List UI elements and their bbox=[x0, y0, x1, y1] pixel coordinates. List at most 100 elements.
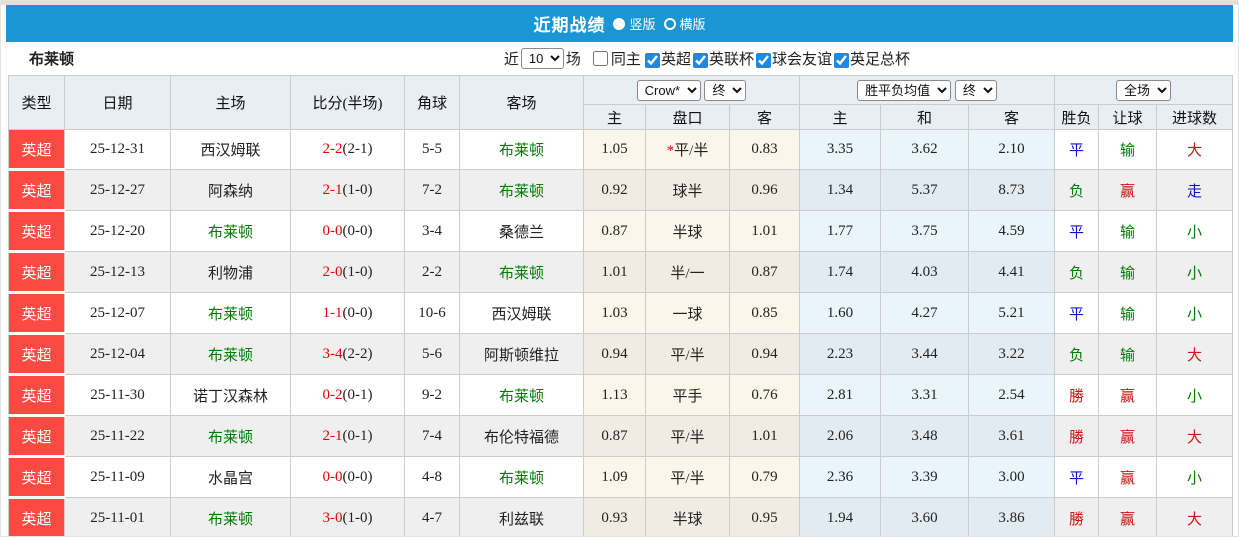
away-team: 布莱顿 bbox=[459, 169, 584, 211]
handicap-result-cell: 赢 bbox=[1098, 169, 1158, 211]
score-cell: 2-1(0-1) bbox=[290, 415, 405, 457]
league-checkbox-label[interactable]: 英足总杯 bbox=[849, 52, 910, 68]
corners-cell: 5-5 bbox=[404, 129, 460, 170]
subcol-handicap-result: 让球 bbox=[1098, 104, 1158, 130]
table-row: 英超 25-12-04 布莱顿 3-4(2-2) 5-6 阿斯顿维拉 0.94 平/半 0.94… bbox=[8, 333, 1234, 376]
league-checkbox[interactable] bbox=[755, 53, 771, 69]
away-team: 布莱顿 bbox=[459, 374, 584, 416]
radio-horizontal-label[interactable]: 横版 bbox=[679, 17, 706, 32]
table-row: 英超 25-12-27 阿森纳 2-1(1-0) 7-2 布莱顿 0.92 球半 0.96 1.3… bbox=[8, 169, 1234, 212]
crow-away-odds: 0.87 bbox=[728, 251, 801, 293]
league-checkbox-label[interactable]: 球会友谊 bbox=[771, 52, 832, 68]
league-checkbox-label[interactable]: 英联杯 bbox=[708, 52, 754, 68]
radio-horizontal-icon[interactable] bbox=[663, 17, 676, 30]
match-date: 25-11-09 bbox=[64, 456, 171, 498]
score-cell: 2-1(1-0) bbox=[290, 169, 405, 211]
results-table: 类型 日期 主场 比分(半场) 角球 客场 Crow* 终 bbox=[8, 75, 1234, 536]
avg-home-odds: 1.77 bbox=[799, 210, 882, 252]
crow-away-odds: 1.01 bbox=[728, 210, 801, 252]
crow-handicap: 半球 bbox=[645, 210, 730, 252]
panel-title: 近期战绩 bbox=[533, 16, 606, 35]
avg-odds-select[interactable]: 胜平负均值 bbox=[857, 79, 952, 101]
goals-result-cell: 小 bbox=[1156, 456, 1234, 498]
handicap-result-cell: 赢 bbox=[1098, 456, 1158, 498]
corners-cell: 7-2 bbox=[404, 169, 460, 211]
top-strip bbox=[1, 1, 1238, 5]
crow-home-odds: 1.03 bbox=[583, 292, 646, 334]
score-cell: 0-0(0-0) bbox=[290, 456, 405, 498]
radio-vertical-label[interactable]: 竖版 bbox=[629, 17, 656, 32]
corners-cell: 4-8 bbox=[404, 456, 460, 498]
league-badge: 英超 bbox=[8, 374, 65, 417]
league-badge: 英超 bbox=[8, 333, 65, 376]
handicap-result-cell: 输 bbox=[1098, 333, 1158, 375]
table-row: 英超 25-12-31 西汉姆联 2-2(2-1) 5-5 布莱顿 1.05 *平/半 0.83… bbox=[8, 129, 1234, 171]
corners-cell: 5-6 bbox=[404, 333, 460, 375]
odds-company-stage-select[interactable]: 终 bbox=[704, 79, 747, 101]
match-date: 25-11-22 bbox=[64, 415, 171, 457]
layout-radio-horizontal[interactable]: 横版 bbox=[663, 14, 706, 33]
avg-away-odds: 2.10 bbox=[968, 129, 1056, 170]
layout-radio-vertical[interactable]: 竖版 bbox=[613, 14, 656, 33]
league-badge: 英超 bbox=[8, 456, 65, 499]
corners-cell: 4-7 bbox=[404, 497, 460, 536]
avg-away-odds: 3.86 bbox=[968, 497, 1056, 536]
table-row: 英超 25-12-20 布莱顿 0-0(0-0) 3-4 桑德兰 0.87 半球 1.01 1.7… bbox=[8, 210, 1234, 253]
result-cell: 负 bbox=[1054, 333, 1100, 375]
odds-company-select[interactable]: Crow* bbox=[636, 79, 701, 101]
score-cell: 0-0(0-0) bbox=[290, 210, 405, 252]
home-team: 水晶宫 bbox=[170, 456, 291, 498]
same-home-label[interactable]: 同主 bbox=[610, 52, 641, 68]
avg-draw-odds: 3.31 bbox=[880, 374, 970, 416]
radio-vertical-icon[interactable] bbox=[613, 17, 626, 30]
league-checkbox-label[interactable]: 英超 bbox=[660, 52, 691, 68]
match-date: 25-12-07 bbox=[64, 292, 171, 334]
goals-result-cell: 大 bbox=[1156, 497, 1234, 536]
crow-away-odds: 0.96 bbox=[728, 169, 801, 211]
col-header-corners: 角球 bbox=[404, 75, 460, 130]
handicap-result-cell: 输 bbox=[1098, 210, 1158, 252]
score-cell: 2-2(2-1) bbox=[290, 129, 405, 170]
league-checkbox[interactable] bbox=[833, 53, 849, 69]
avg-home-odds: 2.06 bbox=[799, 415, 882, 457]
handicap-result-cell: 赢 bbox=[1098, 374, 1158, 416]
match-date: 25-11-30 bbox=[64, 374, 171, 416]
result-cell: 平 bbox=[1054, 129, 1100, 170]
avg-away-odds: 3.61 bbox=[968, 415, 1056, 457]
league-checkbox[interactable] bbox=[692, 53, 708, 69]
match-count-select[interactable]: 10 bbox=[520, 48, 564, 69]
away-team: 阿斯顿维拉 bbox=[459, 333, 584, 375]
handicap-result-cell: 输 bbox=[1098, 251, 1158, 293]
subcol-avg-away: 客 bbox=[968, 104, 1056, 130]
avg-home-odds: 1.74 bbox=[799, 251, 882, 293]
avg-odds-stage-select[interactable]: 终 bbox=[954, 79, 997, 101]
away-team: 布莱顿 bbox=[459, 251, 584, 293]
result-cell: 负 bbox=[1054, 251, 1100, 293]
col-header-score: 比分(半场) bbox=[290, 75, 405, 130]
avg-draw-odds: 4.27 bbox=[880, 292, 970, 334]
crow-handicap: 平/半 bbox=[645, 333, 730, 375]
score-cell: 1-1(0-0) bbox=[290, 292, 405, 334]
crow-home-odds: 1.09 bbox=[583, 456, 646, 498]
league-checkbox[interactable] bbox=[644, 53, 660, 69]
home-team: 阿森纳 bbox=[170, 169, 291, 211]
avg-draw-odds: 3.75 bbox=[880, 210, 970, 252]
avg-away-odds: 4.59 bbox=[968, 210, 1056, 252]
crow-away-odds: 0.85 bbox=[728, 292, 801, 334]
avg-draw-odds: 3.48 bbox=[880, 415, 970, 457]
team-name: 布莱顿 bbox=[29, 52, 75, 68]
result-cell: 负 bbox=[1054, 169, 1100, 211]
same-home-checkbox[interactable] bbox=[592, 51, 608, 66]
corners-cell: 9-2 bbox=[404, 374, 460, 416]
subcol-crow-home: 主 bbox=[583, 104, 646, 130]
corners-cell: 7-4 bbox=[404, 415, 460, 457]
avg-home-odds: 1.60 bbox=[799, 292, 882, 334]
handicap-result-cell: 输 bbox=[1098, 292, 1158, 334]
crow-away-odds: 0.95 bbox=[728, 497, 801, 536]
home-team: 布莱顿 bbox=[170, 415, 291, 457]
avg-home-odds: 2.23 bbox=[799, 333, 882, 375]
table-row: 英超 25-11-30 诺丁汉森林 0-2(0-1) 9-2 布莱顿 1.13 平手 0.76 2… bbox=[8, 374, 1234, 417]
col-header-type: 类型 bbox=[8, 75, 65, 130]
scope-select[interactable]: 全场 bbox=[1116, 79, 1172, 101]
